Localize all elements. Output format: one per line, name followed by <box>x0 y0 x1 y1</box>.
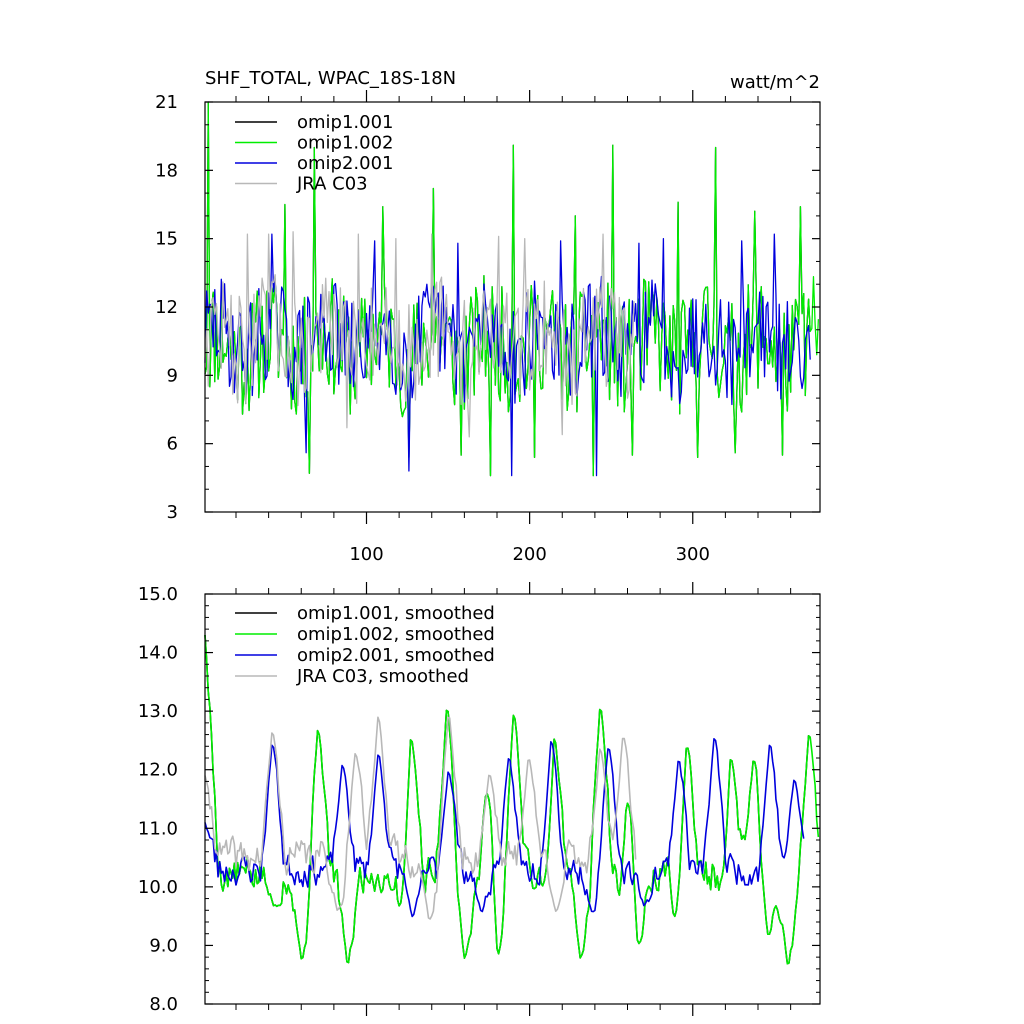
top-chart: SHF_TOTAL, WPAC_18S-18N watt/m^2 3 6 9 12 15… <box>155 68 821 565</box>
y-tick-label: 3 <box>167 502 178 523</box>
x-tick-label: 300 <box>676 544 710 565</box>
x-tick-label: 200 <box>512 544 546 565</box>
y-tick-label: 6 <box>167 434 178 455</box>
series-line-1 <box>204 634 820 965</box>
bottom-chart: 8.0 9.0 10.0 11.0 12.0 13.0 14.0 15.0 omip1.001… <box>138 582 821 1016</box>
series-line-2 <box>204 233 811 477</box>
y-tick-label: 10.0 <box>138 877 178 898</box>
series-line-3 <box>204 231 635 438</box>
legend-label: omip2.001 <box>297 153 394 174</box>
legend-label: omip1.001 <box>297 112 394 133</box>
legend-label: omip1.001, smoothed <box>297 603 495 624</box>
legend-label: omip1.002, smoothed <box>297 624 495 645</box>
legend-label: omip2.001, smoothed <box>297 645 495 666</box>
y-tick-label: 13.0 <box>138 701 178 722</box>
x-tick-label: 100 <box>349 544 383 565</box>
top-chart-units: watt/m^2 <box>730 72 820 93</box>
y-tick-label: 11.0 <box>138 818 178 839</box>
y-tick-label: 9 <box>167 365 178 386</box>
series-line-3 <box>204 716 637 920</box>
series-line-0 <box>204 101 811 477</box>
y-tick-label: 18 <box>155 160 178 181</box>
y-tick-label: 9.0 <box>149 935 178 956</box>
y-tick-label: 8.0 <box>149 994 178 1015</box>
legend-label: omip1.002 <box>297 133 394 154</box>
legend-label: JRA C03, smoothed <box>296 666 469 687</box>
y-tick-label: 12 <box>155 297 178 318</box>
y-tick-label: 12.0 <box>138 760 178 781</box>
bottom-chart-frame <box>204 593 821 1005</box>
legend-label: JRA C03 <box>296 174 368 195</box>
y-tick-label: 14.0 <box>138 643 178 664</box>
y-tick-label: 21 <box>155 92 178 113</box>
series-line-2 <box>204 738 805 918</box>
top-chart-title: SHF_TOTAL, WPAC_18S-18N <box>205 68 456 89</box>
y-tick-label: 15 <box>155 229 178 250</box>
y-tick-label: 15.0 <box>138 584 178 605</box>
